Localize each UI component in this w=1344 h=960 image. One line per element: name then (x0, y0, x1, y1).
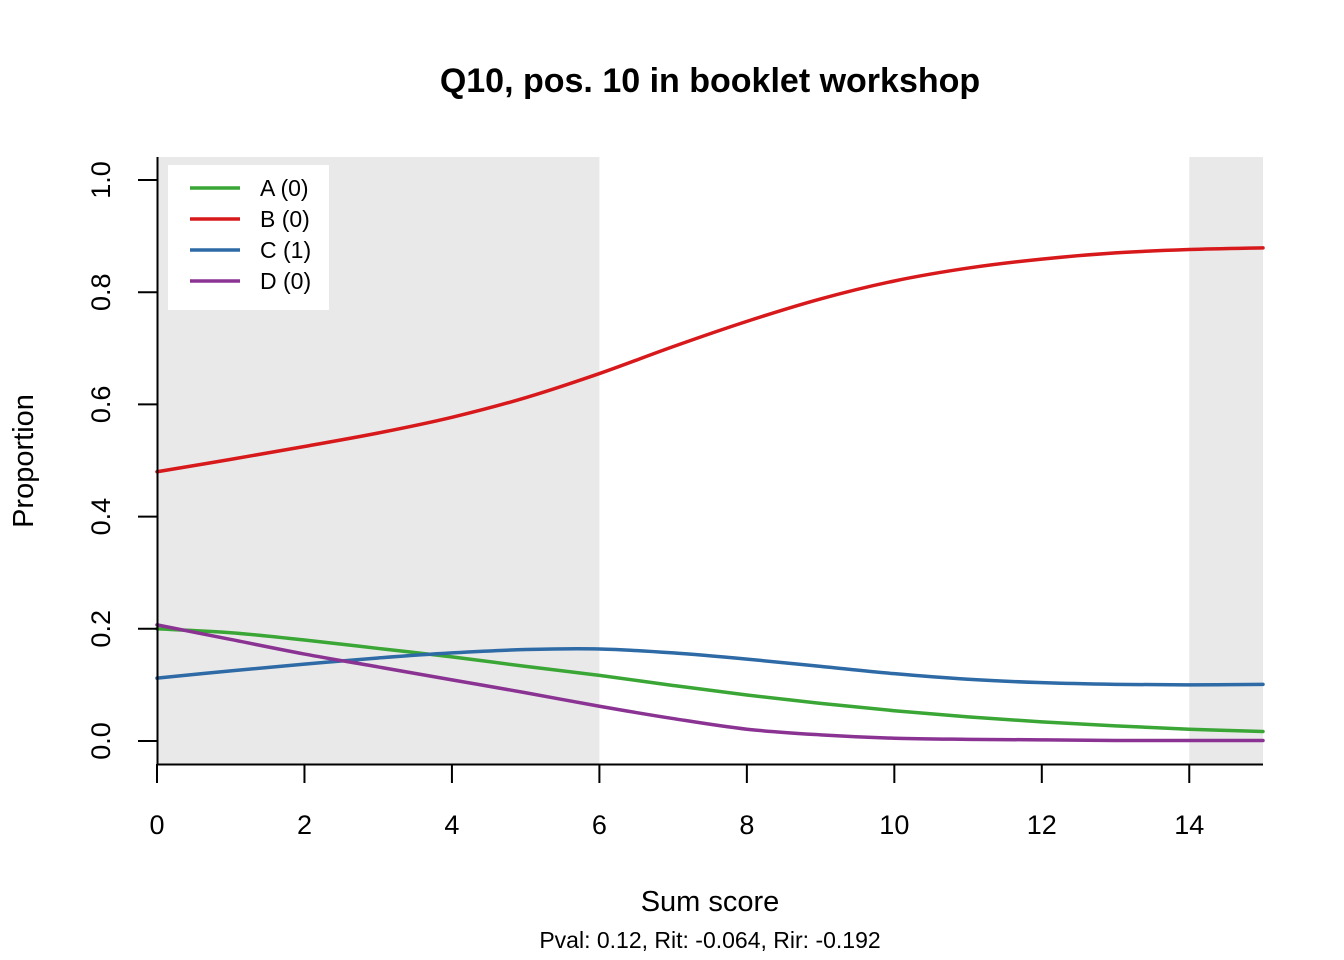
y-tick-label: 1.0 (86, 161, 116, 199)
legend: A (0) B (0) C (1) D (0) (168, 165, 329, 310)
x-tick-label: 14 (1174, 810, 1204, 840)
chart-title: Q10, pos. 10 in booklet workshop (440, 62, 980, 100)
x-tick-label: 2 (297, 810, 312, 840)
y-tick-label: 0.6 (86, 386, 116, 424)
legend-label: A (0) (260, 175, 309, 201)
series-lines (155, 246, 1265, 743)
chart-subtitle: Pval: 0.12, Rit: -0.064, Rir: -0.192 (539, 927, 880, 953)
series-line-a (155, 627, 1265, 734)
series-line-d (155, 623, 1265, 743)
legend-label: C (1) (260, 237, 311, 263)
x-tick-label: 6 (592, 810, 607, 840)
y-tick-label: 0.8 (86, 273, 116, 311)
y-tick-label: 0.2 (86, 610, 116, 648)
x-tick-label: 10 (879, 810, 909, 840)
x-tick-label: 8 (739, 810, 754, 840)
x-axis-label: Sum score (641, 886, 780, 918)
legend-label: B (0) (260, 206, 310, 232)
legend-label: D (0) (260, 268, 311, 294)
y-tick-label: 0.0 (86, 722, 116, 760)
x-tick-label: 4 (444, 810, 459, 840)
x-tick-label: 12 (1027, 810, 1057, 840)
y-axis-label: Proportion (8, 394, 40, 528)
series-line-b (155, 246, 1265, 474)
y-axis-ticks: 0.0 0.2 0.4 0.6 0.8 1.0 (86, 161, 157, 760)
x-axis-ticks: 0 2 4 6 8 10 12 14 (149, 764, 1204, 840)
shaded-region-1 (1189, 157, 1263, 764)
y-tick-label: 0.4 (86, 498, 116, 536)
x-tick-label: 0 (149, 810, 164, 840)
